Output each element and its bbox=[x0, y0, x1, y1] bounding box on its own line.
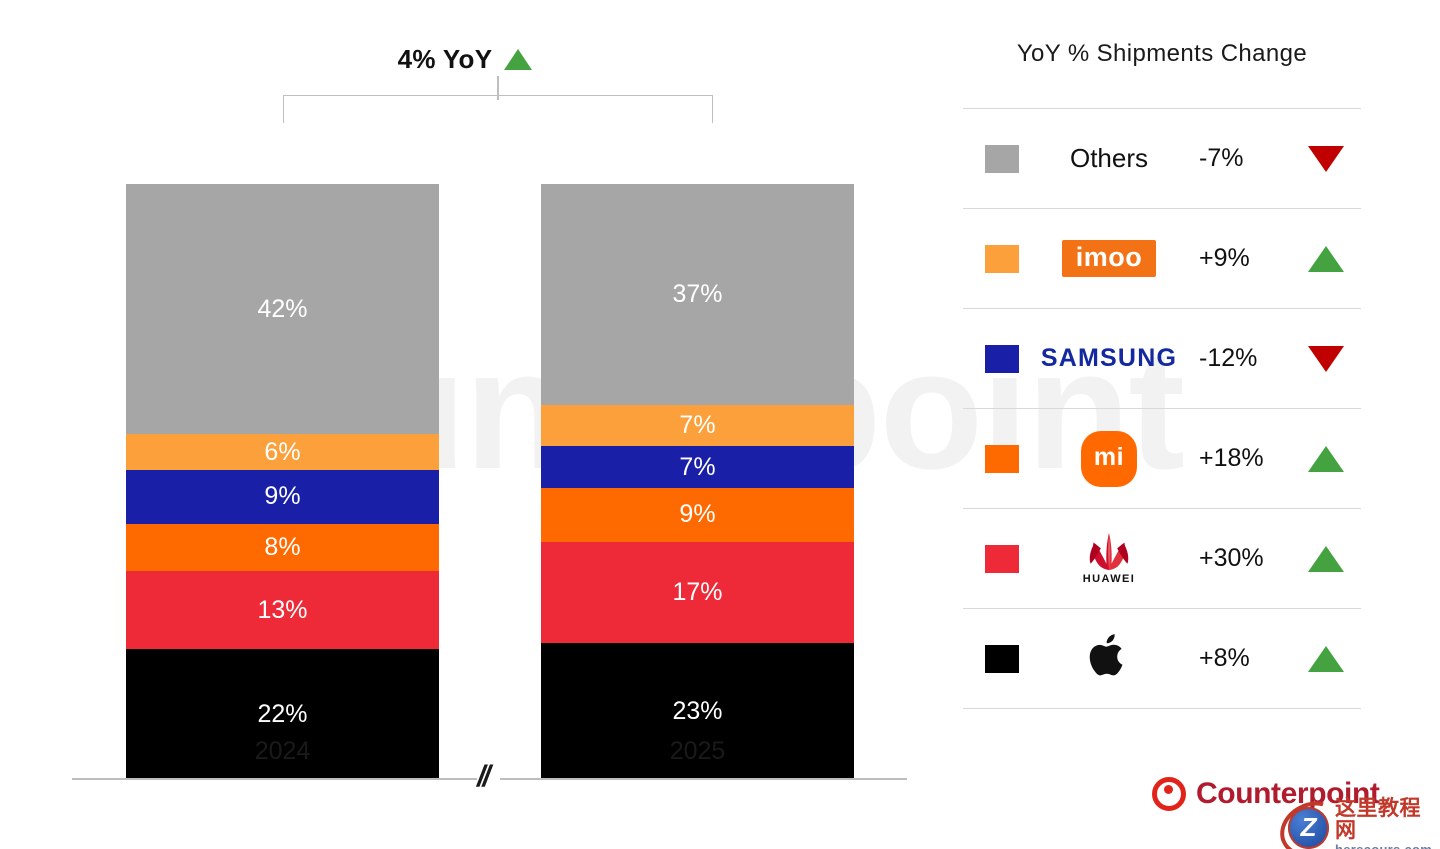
legend-trend-arrow bbox=[1291, 645, 1361, 672]
triangle-up-icon bbox=[1308, 245, 1344, 272]
bar-2024[interactable]: 42% 6% 9% 8% 13% 22% bbox=[126, 184, 439, 780]
x-tick-label-2024: 2024 bbox=[254, 737, 311, 765]
bar-segment-huawei[interactable]: 13% bbox=[126, 571, 439, 649]
triangle-up-icon bbox=[1308, 545, 1344, 572]
bar-segment-label: 7% bbox=[679, 410, 716, 439]
legend-color-swatch bbox=[985, 644, 1019, 673]
bar-segment-apple[interactable]: 23% bbox=[541, 642, 854, 780]
bar-segment-samsung[interactable]: 9% bbox=[126, 470, 439, 524]
counterpoint-wordmark: Counterpoint bbox=[1196, 777, 1380, 810]
bar-segment-xiaomi[interactable]: 8% bbox=[126, 523, 439, 572]
huawei-flower-icon bbox=[1089, 533, 1129, 570]
legend-row[interactable]: SAMSUNG -12% bbox=[963, 309, 1361, 409]
herecours-cn-text: 这里教程网 bbox=[1335, 797, 1422, 843]
bar-segment-huawei[interactable]: 17% bbox=[541, 541, 854, 643]
bar-segment-label: 22% bbox=[257, 699, 308, 728]
triangle-up-icon bbox=[1308, 645, 1344, 672]
bar-segment-label: 9% bbox=[264, 482, 301, 511]
herecours-watermark: Z 这里教程网 herecours.com bbox=[1288, 797, 1440, 849]
legend-change-value: +30% bbox=[1199, 544, 1264, 572]
legend-row-list: Others -7% imoo +9% SAMSUNG -12% mi +18% HUAWEI… bbox=[963, 108, 1361, 709]
x-tick-label-2025: 2025 bbox=[669, 737, 726, 765]
herecours-en-text: herecours.com bbox=[1335, 842, 1440, 849]
bar-segment-label: 13% bbox=[257, 595, 308, 624]
total-bracket-stem bbox=[497, 76, 499, 100]
herecours-badge-icon: Z bbox=[1288, 806, 1330, 849]
triangle-up-icon bbox=[1308, 445, 1344, 472]
bar-segment-label: 23% bbox=[672, 696, 723, 725]
legend-change-value: +8% bbox=[1199, 644, 1250, 672]
legend-row[interactable]: Others -7% bbox=[963, 109, 1361, 209]
bar-2025[interactable]: 37% 7% 7% 9% 17% 23% bbox=[541, 184, 854, 780]
yoy-total-header: 4% YoY bbox=[0, 44, 930, 75]
axis-line-left bbox=[72, 778, 477, 780]
bar-segment-label: 7% bbox=[679, 452, 716, 481]
stacked-bar-chart: 42% 6% 9% 8% 13% 22% 37% 7% 7% 9% 17% 23% // 2024 … bbox=[72, 184, 907, 792]
axis-break-symbol: // bbox=[477, 760, 491, 793]
bar-segment-imoo[interactable]: 7% bbox=[541, 404, 854, 447]
xiaomi-logo-icon: mi bbox=[1081, 430, 1137, 487]
legend-title: YoY % Shipments Change bbox=[1016, 40, 1308, 67]
huawei-logo-icon: HUAWEI bbox=[1083, 532, 1135, 585]
legend-brand bbox=[1019, 609, 1199, 708]
bar-segment-label: 42% bbox=[257, 294, 308, 323]
legend-color-swatch bbox=[985, 144, 1019, 173]
legend-change-value: -12% bbox=[1199, 344, 1258, 372]
axis-line-right bbox=[500, 778, 907, 780]
bar-segment-xiaomi[interactable]: 9% bbox=[541, 487, 854, 542]
legend-brand: mi bbox=[1019, 409, 1199, 508]
imoo-logo-icon: imoo bbox=[1061, 239, 1157, 278]
bar-segment-label: 9% bbox=[679, 500, 716, 529]
counterpoint-mark-icon bbox=[1152, 777, 1186, 811]
legend-color-swatch bbox=[985, 444, 1019, 473]
samsung-logo-icon: SAMSUNG bbox=[1040, 344, 1178, 372]
legend-change-value: +9% bbox=[1199, 244, 1250, 272]
bar-segment-imoo[interactable]: 6% bbox=[126, 434, 439, 471]
bar-segment-others[interactable]: 37% bbox=[541, 184, 854, 405]
legend-trend-arrow bbox=[1291, 345, 1361, 372]
apple-logo-icon bbox=[1089, 634, 1123, 676]
triangle-up-icon bbox=[504, 49, 533, 70]
legend-color-swatch bbox=[985, 544, 1019, 573]
triangle-down-icon bbox=[1308, 345, 1344, 372]
legend-color-swatch bbox=[985, 244, 1019, 273]
bar-segment-label: 6% bbox=[264, 437, 301, 466]
legend-trend-arrow bbox=[1291, 245, 1361, 272]
yoy-total-label: 4% YoY bbox=[397, 44, 493, 74]
legend-brand: HUAWEI bbox=[1019, 509, 1199, 608]
legend-row[interactable]: HUAWEI +30% bbox=[963, 509, 1361, 609]
legend-brand: SAMSUNG bbox=[1019, 309, 1199, 408]
bar-segment-label: 37% bbox=[672, 279, 723, 308]
legend-trend-arrow bbox=[1291, 145, 1361, 172]
bar-segment-samsung[interactable]: 7% bbox=[541, 446, 854, 488]
bar-segment-apple[interactable]: 22% bbox=[126, 648, 439, 780]
legend-trend-arrow bbox=[1291, 545, 1361, 572]
legend-row[interactable]: mi +18% bbox=[963, 409, 1361, 509]
counterpoint-logo: Counterpoint bbox=[1152, 777, 1380, 811]
legend-brand: Others bbox=[1019, 109, 1199, 208]
legend-trend-arrow bbox=[1291, 445, 1361, 472]
legend-brand: imoo bbox=[1019, 209, 1199, 308]
bar-segment-others[interactable]: 42% bbox=[126, 184, 439, 435]
legend-row[interactable]: +8% bbox=[963, 609, 1361, 709]
triangle-down-icon bbox=[1308, 145, 1344, 172]
legend-row[interactable]: imoo +9% bbox=[963, 209, 1361, 309]
bar-segment-label: 17% bbox=[672, 577, 723, 606]
legend-brand-label: Others bbox=[1069, 143, 1149, 173]
apple-logo-icon bbox=[1086, 628, 1132, 689]
legend-change-value: -7% bbox=[1199, 144, 1244, 172]
legend-panel: YoY % Shipments Change Others -7% imoo +9% S… bbox=[963, 40, 1361, 709]
legend-color-swatch bbox=[985, 344, 1019, 373]
huawei-wordmark: HUAWEI bbox=[1082, 573, 1136, 585]
legend-change-value: +18% bbox=[1199, 444, 1264, 472]
bar-segment-label: 8% bbox=[264, 533, 301, 562]
